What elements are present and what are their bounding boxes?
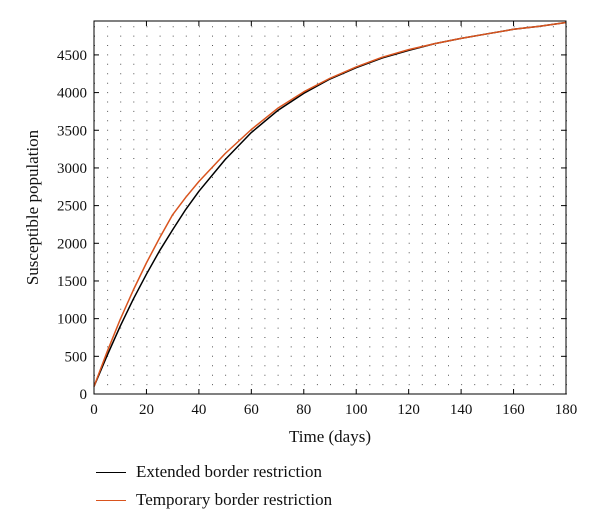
grid-dots (94, 26, 567, 395)
series-line-temporary-border-restriction (93, 21, 567, 387)
y-tick-label: 3500 (57, 123, 87, 139)
x-tick-label: 40 (191, 402, 206, 418)
x-tick-label: 120 (397, 402, 420, 418)
y-tick-label: 2500 (57, 199, 87, 215)
y-tick-label: 0 (80, 387, 88, 403)
legend-item-extended: Extended border restriction (96, 458, 332, 486)
legend-swatch-temporary (96, 499, 126, 501)
legend-label-extended: Extended border restriction (136, 462, 322, 481)
y-tick-label: 4500 (57, 48, 87, 64)
y-tick-label: 3000 (57, 161, 87, 177)
y-tick-label: 500 (65, 349, 88, 365)
x-tick-label: 160 (502, 402, 525, 418)
series-line-extended-border-restriction (93, 21, 567, 387)
x-axis-label: Time (days) (289, 427, 371, 446)
y-tick-label: 2000 (57, 236, 87, 252)
x-tick-label: 20 (139, 402, 154, 418)
x-tick-label: 80 (296, 402, 311, 418)
x-tick-label: 0 (90, 402, 98, 418)
x-tick-label: 60 (244, 402, 259, 418)
y-axis-label: Susceptible population (23, 129, 42, 285)
legend-label-temporary: Temporary border restriction (136, 490, 333, 509)
y-tick-label: 4000 (57, 86, 87, 102)
axis-ticks: 0 20 40 60 80 100 120 140 160 180 0 500 1000 1500 2000… (57, 21, 577, 418)
line-chart: 0 20 40 60 80 100 120 140 160 180 0 500 1000 1500 2000… (23, 20, 577, 446)
x-tick-label: 100 (345, 402, 368, 418)
plot-frame (93, 20, 567, 395)
x-tick-label: 180 (555, 402, 578, 418)
series-lines (93, 21, 567, 387)
y-tick-label: 1500 (57, 274, 87, 290)
grid-dot-pattern (94, 26, 567, 395)
legend-item-temporary: Temporary border restriction (96, 486, 332, 514)
y-tick-label: 1000 (57, 312, 87, 328)
legend: Extended border restriction Temporary bo… (96, 458, 332, 514)
x-tick-label: 140 (450, 402, 473, 418)
legend-swatch-extended (96, 471, 126, 473)
